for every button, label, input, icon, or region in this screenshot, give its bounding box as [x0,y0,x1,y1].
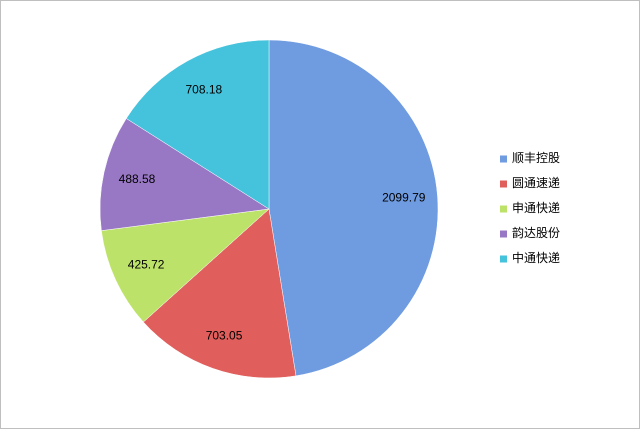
legend-label: 圆通速递 [512,176,560,190]
legend-swatch [500,180,507,188]
legend-swatch [500,230,507,238]
legend-label: 中通快递 [512,250,560,265]
data-label: 425.72 [128,258,165,272]
legend-label: 申通快递 [512,201,560,215]
legend-swatch [500,155,507,163]
pie-slice [268,39,439,377]
pie-slice [125,39,270,210]
legend-swatch [500,205,507,213]
data-label: 703.05 [206,329,243,343]
legend-swatch [500,255,507,263]
legend-label: 顺丰控股 [512,151,560,165]
pie-slice [143,208,297,379]
data-label: 708.18 [186,83,223,97]
legend-label: 韵达股份 [512,225,560,240]
data-label: 2099.79 [382,190,426,204]
data-label: 488.58 [119,172,156,186]
pie-slice [99,118,270,231]
pie-slice [101,208,270,323]
